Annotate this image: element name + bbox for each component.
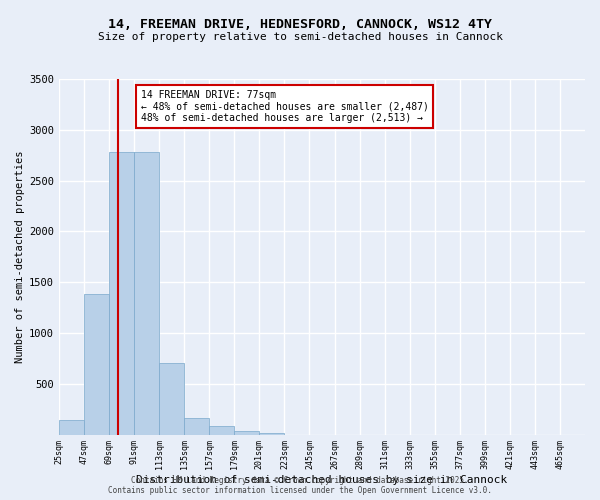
Bar <box>235 431 259 434</box>
Bar <box>109 152 134 434</box>
Text: 14 FREEMAN DRIVE: 77sqm
← 48% of semi-detached houses are smaller (2,487)
48% of: 14 FREEMAN DRIVE: 77sqm ← 48% of semi-de… <box>140 90 428 123</box>
Bar <box>209 426 235 434</box>
Text: Size of property relative to semi-detached houses in Cannock: Size of property relative to semi-detach… <box>97 32 503 42</box>
Bar <box>159 364 184 434</box>
Bar <box>184 418 209 434</box>
X-axis label: Distribution of semi-detached houses by size in Cannock: Distribution of semi-detached houses by … <box>136 475 508 485</box>
Bar <box>134 152 159 434</box>
Bar <box>259 433 284 434</box>
Text: Contains HM Land Registry data © Crown copyright and database right 2025.
Contai: Contains HM Land Registry data © Crown c… <box>108 476 492 495</box>
Text: 14, FREEMAN DRIVE, HEDNESFORD, CANNOCK, WS12 4TY: 14, FREEMAN DRIVE, HEDNESFORD, CANNOCK, … <box>108 18 492 30</box>
Bar <box>59 420 84 434</box>
Y-axis label: Number of semi-detached properties: Number of semi-detached properties <box>15 150 25 363</box>
Bar <box>84 294 109 434</box>
